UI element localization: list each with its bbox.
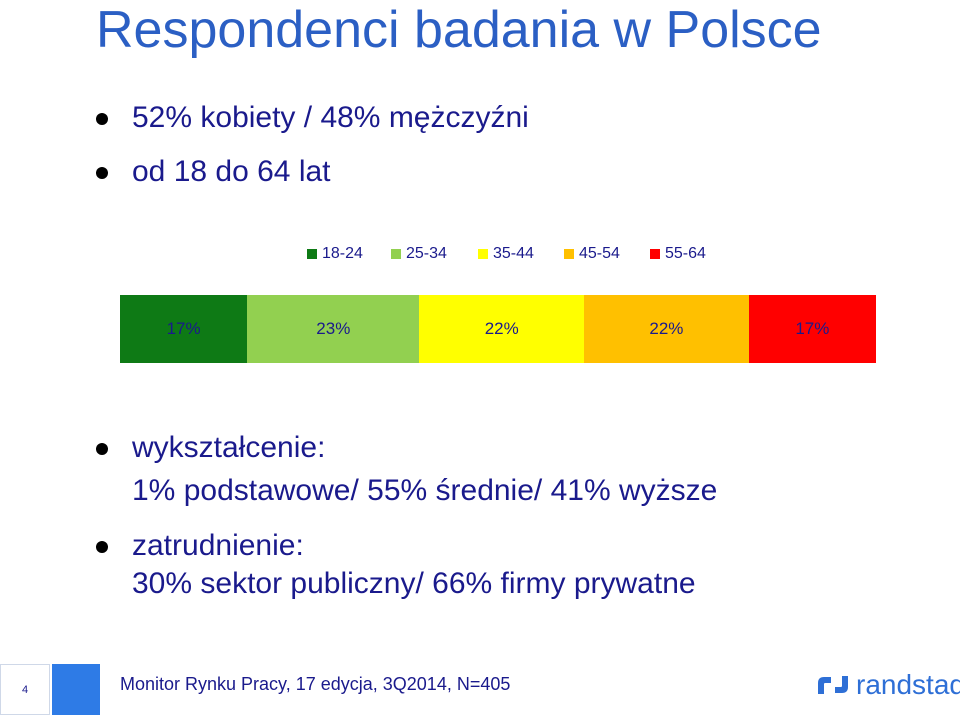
legend-label: 55-64: [665, 245, 706, 262]
legend-item-18-24: 18-24: [307, 244, 363, 264]
bar-segment-35-44: 22%: [419, 295, 585, 363]
legend-swatch: [478, 249, 488, 259]
page-number: 4: [0, 664, 50, 715]
legend-item-35-44: 35-44: [478, 244, 534, 264]
legend-swatch: [650, 249, 660, 259]
legend-item-55-64: 55-64: [650, 244, 706, 264]
legend-label: 25-34: [406, 245, 447, 262]
bullet-dot: [96, 113, 108, 125]
footer-source: Monitor Rynku Pracy, 17 edycja, 3Q2014, …: [120, 674, 511, 694]
bar-segment-25-34: 23%: [247, 295, 420, 363]
slide-title: Respondenci badania w Polsce: [96, 1, 822, 59]
bullet-text-employment-values: 30% sektor publiczny/ 66% firmy prywatne: [132, 567, 696, 600]
bullet-text-education-heading: wykształcenie:: [132, 431, 326, 464]
legend-label: 35-44: [493, 245, 534, 262]
legend-label: 18-24: [322, 245, 363, 262]
bar-segment-label: 23%: [316, 319, 351, 338]
randstad-logo: randstad: [816, 669, 960, 700]
bullet-text-age-range: od 18 do 64 lat: [132, 155, 331, 188]
bar-segment-55-64: 17%: [748, 295, 876, 363]
bar-segment-label: 22%: [484, 319, 519, 338]
randstad-logo-text: randstad: [856, 669, 960, 700]
bullet-text-employment-heading: zatrudnienie:: [132, 529, 304, 562]
legend-swatch: [391, 249, 401, 259]
bar-segment-45-54: 22%: [584, 295, 749, 363]
bullet-dot: [96, 541, 108, 553]
legend-label: 45-54: [579, 245, 620, 262]
randstad-logo-icon: [818, 676, 848, 694]
legend-swatch: [564, 249, 574, 259]
legend-swatch: [307, 249, 317, 259]
footer-accent-block: [52, 664, 100, 715]
bar-segment-label: 22%: [649, 319, 684, 338]
bullet-dot: [96, 443, 108, 455]
bar-segment-18-24: 17%: [120, 295, 248, 363]
bar-segment-label: 17%: [795, 319, 830, 338]
legend-item-45-54: 45-54: [564, 244, 620, 264]
bullet-dot: [96, 167, 108, 179]
stacked-bar-chart: 17% 23% 22% 22% 17%: [120, 295, 876, 363]
bullet-text-gender: 52% kobiety / 48% mężczyźni: [132, 101, 529, 134]
bar-segment-label: 17%: [166, 319, 201, 338]
legend-item-25-34: 25-34: [391, 244, 447, 264]
bullet-text-education-values: 1% podstawowe/ 55% średnie/ 41% wyższe: [132, 474, 718, 507]
